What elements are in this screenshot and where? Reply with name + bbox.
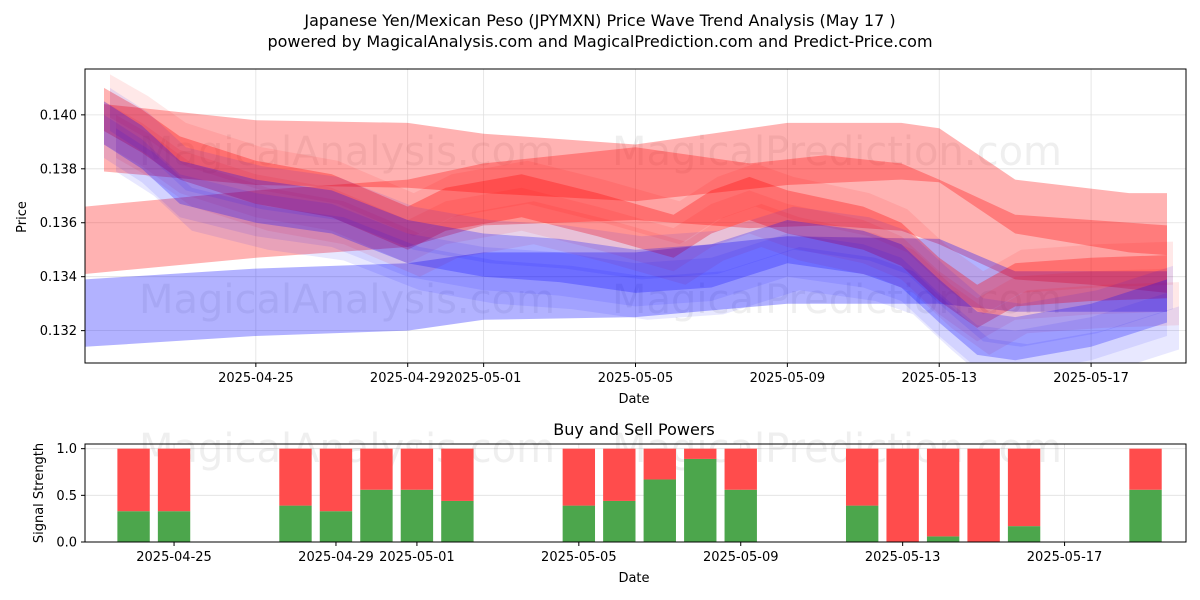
buy-bar <box>643 479 676 542</box>
sell-bar <box>117 448 150 512</box>
price-x-tick-label: 2025-05-05 <box>598 371 674 386</box>
band-echo-blue <box>110 87 1173 347</box>
sell-bar <box>643 448 676 480</box>
power-axes-frame <box>84 443 1187 543</box>
sell-bar <box>684 448 717 459</box>
price-y-axis-label: Price <box>15 201 30 233</box>
sell-bar <box>360 448 393 490</box>
price-y-tick-label: 0.136 <box>40 216 77 231</box>
buy-bar <box>319 511 353 542</box>
band-red-1 <box>85 147 1167 293</box>
power-y-tick-label: 0.0 <box>56 536 77 551</box>
price-x-axis-label: Date <box>618 392 649 407</box>
sell-bar <box>845 448 879 506</box>
price-panel: MagicalAnalysis.com MagicalPrediction.co… <box>15 68 1187 407</box>
sell-bar <box>157 448 191 512</box>
sell-bar <box>1007 448 1041 527</box>
power-x-tick-label: 2025-05-05 <box>541 550 617 565</box>
buy-bar <box>603 500 636 542</box>
buy-bar <box>684 458 717 542</box>
watermark-prediction-bottom: MagicalPrediction.com <box>612 277 1062 323</box>
sell-bar <box>967 448 1000 542</box>
power-y-tick-label: 0.5 <box>56 489 77 504</box>
watermark-prediction-top: MagicalPrediction.com <box>612 129 1062 175</box>
power-bars <box>117 448 1162 542</box>
band-echo-blue <box>104 114 1167 363</box>
price-x-tick-label: 2025-05-13 <box>901 371 977 386</box>
price-x-tick-label: 2025-05-17 <box>1053 371 1129 386</box>
buy-bar <box>400 489 434 542</box>
band-blue-2 <box>85 236 1167 347</box>
power-x-tick-label: 2025-05-01 <box>379 550 455 565</box>
buy-bar <box>562 505 596 542</box>
buy-bar <box>279 505 312 542</box>
chart-title-line2: powered by MagicalAnalysis.com and Magic… <box>267 32 932 51</box>
buy-bar <box>1007 526 1041 542</box>
band-echo-red <box>104 101 1167 342</box>
buy-bar <box>926 536 960 542</box>
buy-bar <box>360 489 393 542</box>
power-x-tick-label: 2025-05-17 <box>1027 550 1103 565</box>
buy-bar <box>441 500 474 542</box>
band-echo-blue <box>116 128 1179 363</box>
band-red-3 <box>104 87 1167 328</box>
sell-bar <box>886 448 919 542</box>
buy-bar <box>845 505 879 542</box>
power-chart-title: Buy and Sell Powers <box>553 420 715 439</box>
sell-bar <box>400 448 434 490</box>
price-y-tick-label: 0.138 <box>40 162 77 177</box>
power-y-tick-label: 1.0 <box>56 442 77 457</box>
band-red-0 <box>104 104 1167 256</box>
power-x-tick-label: 2025-04-29 <box>298 550 374 565</box>
buy-bar <box>117 511 150 542</box>
price-y-ticks: 0.132 0.134 0.136 0.138 0.140 <box>40 108 85 339</box>
sell-bar <box>603 448 636 501</box>
price-y-tick-label: 0.132 <box>40 324 77 339</box>
power-panel: Buy and Sell Powers MagicalAnalysis.com … <box>32 420 1187 586</box>
watermark-analysis-bottom: MagicalAnalysis.com <box>139 277 555 323</box>
price-x-ticks: 2025-04-25 2025-04-29 2025-05-01 2025-05-05… <box>218 363 1129 386</box>
price-watermarks: MagicalAnalysis.com MagicalPrediction.co… <box>139 129 1062 323</box>
price-y-tick-label: 0.140 <box>40 108 77 123</box>
band-blue-4 <box>104 101 1167 361</box>
chart-title-line1: Japanese Yen/Mexican Peso (JPYMXN) Price… <box>303 11 895 30</box>
power-x-tick-label: 2025-04-25 <box>136 550 212 565</box>
sell-bar <box>926 448 960 537</box>
buy-bar <box>1129 489 1162 542</box>
price-y-tick-label: 0.134 <box>40 270 77 285</box>
sell-bar <box>441 448 474 501</box>
band-echo-red <box>110 74 1173 315</box>
sell-bar <box>724 448 757 490</box>
watermark-analysis-top: MagicalAnalysis.com <box>139 129 555 175</box>
price-x-tick-label: 2025-04-25 <box>218 371 294 386</box>
sell-bar <box>279 448 312 506</box>
power-x-tick-label: 2025-05-13 <box>865 550 941 565</box>
power-y-ticks: 0.0 0.5 1.0 <box>56 442 85 551</box>
sell-bar <box>562 448 596 506</box>
price-x-tick-label: 2025-05-09 <box>750 371 826 386</box>
price-x-tick-label: 2025-05-01 <box>446 371 522 386</box>
band-echo-red <box>116 114 1179 355</box>
price-bands <box>85 74 1179 363</box>
price-grid <box>85 69 1186 363</box>
power-x-tick-label: 2025-05-09 <box>703 550 779 565</box>
power-x-ticks: 2025-04-25 2025-04-29 2025-05-01 2025-05-05… <box>136 542 1102 565</box>
price-x-tick-label: 2025-04-29 <box>370 371 446 386</box>
power-y-axis-label: Signal Strength <box>32 443 47 543</box>
buy-bar <box>724 489 757 542</box>
sell-bar <box>319 448 353 512</box>
buy-bar <box>157 511 191 542</box>
power-x-axis-label: Date <box>618 571 649 586</box>
sell-bar <box>1129 448 1162 490</box>
